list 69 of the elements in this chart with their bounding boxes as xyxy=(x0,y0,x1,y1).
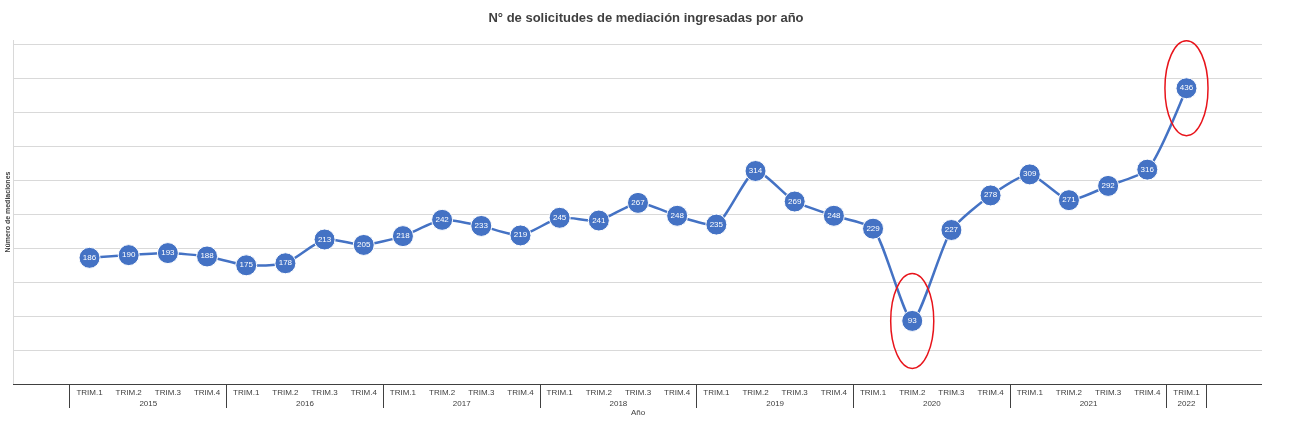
data-label: 178 xyxy=(278,258,293,268)
data-label: 269 xyxy=(788,196,802,206)
x-tick-label: TRIM.4 xyxy=(664,387,691,397)
data-label: 190 xyxy=(122,250,136,260)
x-tick-label: TRIM.1 xyxy=(859,387,887,397)
text: 2016 xyxy=(296,398,315,408)
data-label: 219 xyxy=(513,230,528,240)
x-tick-label: TRIM.2 xyxy=(899,387,926,397)
x-tick-label: TRIM.4 xyxy=(507,387,535,397)
data-label: 316 xyxy=(1140,164,1155,174)
data-label: 193 xyxy=(161,248,176,258)
x-tick-label: TRIM.1 xyxy=(1016,387,1044,397)
x-tick-label: TRIM.3 xyxy=(154,387,182,397)
x-tick-label: TRIM.4 xyxy=(1134,387,1161,397)
x-tick-label: TRIM.2 xyxy=(1055,387,1083,397)
data-label: 93 xyxy=(907,315,918,325)
x-tick-label: TRIM.1 xyxy=(1173,387,1201,397)
data-label: 175 xyxy=(239,260,254,270)
data-label: 248 xyxy=(827,210,842,220)
x-tick-label: TRIM.3 xyxy=(624,387,652,397)
x-tick-label: TRIM.2 xyxy=(429,387,456,397)
x-tick-label: TRIM.2 xyxy=(115,387,143,397)
x-tick-label: TRIM.3 xyxy=(781,387,809,397)
x-tick-label: TRIM.1 xyxy=(546,387,574,397)
data-label: 229 xyxy=(866,223,881,233)
x-tick-label: TRIM.3 xyxy=(938,387,966,397)
chart-title: N° de solicitudes de mediación ingresadas por año xyxy=(488,9,804,25)
data-label: 278 xyxy=(983,190,998,200)
data-label: 309 xyxy=(1023,169,1037,179)
x-tick-label: TRIM.1 xyxy=(703,387,731,397)
x-tick-label: TRIM.4 xyxy=(350,387,378,397)
data-label: 227 xyxy=(944,225,959,235)
data-label: 241 xyxy=(592,215,607,225)
x-tick-label: TRIM.1 xyxy=(233,387,260,397)
data-label: 218 xyxy=(396,231,411,241)
data-label: 267 xyxy=(631,197,646,207)
data-label: 242 xyxy=(435,214,450,224)
text: 2018 xyxy=(609,398,628,408)
x-tick-label: TRIM.3 xyxy=(311,387,339,397)
data-label: 188 xyxy=(200,251,215,261)
x-tick-label: TRIM.2 xyxy=(742,387,770,397)
data-label: 248 xyxy=(670,210,685,220)
point xyxy=(901,309,924,332)
text: 2015 xyxy=(139,398,158,408)
x-axis-title: Año xyxy=(630,407,646,417)
data-label: 233 xyxy=(474,220,489,230)
data-label: 213 xyxy=(317,234,332,244)
x-tick-label: TRIM.3 xyxy=(468,387,495,397)
x-tick-label: TRIM.4 xyxy=(977,387,1005,397)
x-tick-label: TRIM.1 xyxy=(76,387,104,397)
data-label: 235 xyxy=(709,219,724,229)
x-tick-label: TRIM.3 xyxy=(1095,387,1122,397)
data-label: 205 xyxy=(357,239,371,249)
x-tick-label: TRIM.1 xyxy=(389,387,417,397)
text: 2020 xyxy=(922,398,942,408)
x-tick-label: TRIM.4 xyxy=(820,387,848,397)
x-tick-label: TRIM.2 xyxy=(272,387,300,397)
text: 2019 xyxy=(766,398,785,408)
data-label: 436 xyxy=(1179,83,1194,93)
data-label: 271 xyxy=(1062,195,1077,205)
text: 2021 xyxy=(1079,398,1098,408)
x-tick-label: TRIM.4 xyxy=(193,387,221,397)
text: 2022 xyxy=(1177,398,1196,408)
data-label: 186 xyxy=(82,252,97,262)
data-label: 314 xyxy=(748,166,763,175)
data-label: 292 xyxy=(1101,180,1116,190)
text: 2017 xyxy=(452,398,472,408)
x-tick-label: TRIM.2 xyxy=(585,387,613,397)
data-label: 245 xyxy=(552,212,567,222)
